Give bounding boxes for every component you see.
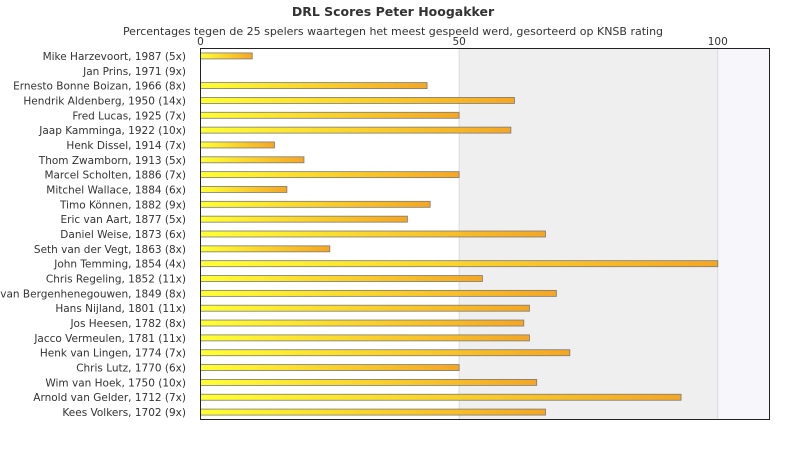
- bar: [200, 364, 460, 371]
- bar: [200, 215, 408, 223]
- bar: [200, 111, 460, 119]
- bar: [200, 408, 546, 416]
- x-axis-ticks: 0 50 100: [197, 36, 728, 48]
- category-label: Daniel Weise, 1873 (6x): [60, 229, 186, 241]
- category-label: Jan Prins, 1971 (9x): [82, 66, 186, 78]
- plot-band-100-110: [717, 48, 770, 420]
- bars: [200, 52, 719, 416]
- x-tick-label: 0: [197, 36, 204, 48]
- category-label: Chris Regeling, 1852 (11x): [46, 274, 186, 286]
- bar: [200, 200, 431, 208]
- category-label: Kees Volkers, 1702 (9x): [62, 407, 186, 419]
- category-label: Jos Heesen, 1782 (8x): [69, 318, 186, 330]
- category-label: van Bergenhenegouwen, 1849 (8x): [0, 288, 186, 300]
- bar: [200, 141, 275, 149]
- category-label: Timo Können, 1882 (9x): [59, 199, 186, 211]
- bar: [200, 186, 288, 193]
- bar: [200, 334, 530, 342]
- bar: [200, 393, 682, 401]
- x-tick-label: 100: [708, 36, 728, 48]
- category-label: Arnold van Gelder, 1712 (7x): [33, 392, 186, 404]
- category-label: Marcel Scholten, 1886 (7x): [44, 170, 186, 182]
- chart-title: DRL Scores Peter Hoogakker: [292, 4, 495, 19]
- category-label: Seth van der Vegt, 1863 (8x): [34, 244, 186, 256]
- category-label: Fred Lucas, 1925 (7x): [72, 110, 186, 122]
- bar: [200, 275, 483, 282]
- bar: [200, 349, 571, 357]
- plot-frame: [200, 48, 770, 420]
- category-label: Chris Lutz, 1770 (6x): [76, 363, 186, 375]
- category-label: Hendrik Aldenberg, 1950 (14x): [23, 95, 186, 107]
- category-label: Eric van Aart, 1877 (5x): [61, 214, 187, 226]
- bar: [200, 260, 719, 268]
- bar: [200, 230, 546, 238]
- bar: [200, 319, 525, 327]
- category-label: Wim van Hoek, 1750 (10x): [45, 377, 186, 389]
- category-label: Jaap Kamminga, 1922 (10x): [38, 125, 186, 137]
- bar: [200, 171, 460, 179]
- bar: [200, 156, 305, 164]
- bar: [200, 97, 515, 104]
- category-label: Thom Zwamborn, 1913 (5x): [38, 155, 186, 167]
- bar: [200, 52, 253, 60]
- category-label: Henk Dissel, 1914 (7x): [66, 140, 186, 152]
- bar: [200, 378, 538, 386]
- category-label: John Temming, 1854 (4x): [53, 259, 186, 271]
- bar: [200, 289, 557, 297]
- category-labels: Mike Harzevoort, 1987 (5x) Jan Prins, 197…: [0, 51, 186, 419]
- bar: [200, 82, 428, 89]
- bar: [200, 304, 530, 312]
- x-tick-label: 50: [452, 36, 465, 48]
- chart-subtitle: Percentages tegen de 25 spelers waartege…: [123, 25, 663, 38]
- category-label: Ernesto Bonne Boizan, 1966 (8x): [13, 81, 186, 93]
- category-label: Henk van Lingen, 1774 (7x): [40, 348, 186, 360]
- category-label: Hans Nijland, 1801 (11x): [55, 303, 186, 315]
- category-label: Jacco Vermeulen, 1781 (11x): [33, 333, 186, 345]
- category-label: Mike Harzevoort, 1987 (5x): [43, 51, 186, 63]
- category-label: Mitchel Wallace, 1884 (6x): [46, 184, 186, 196]
- bar: [200, 126, 512, 134]
- bar: [200, 245, 331, 253]
